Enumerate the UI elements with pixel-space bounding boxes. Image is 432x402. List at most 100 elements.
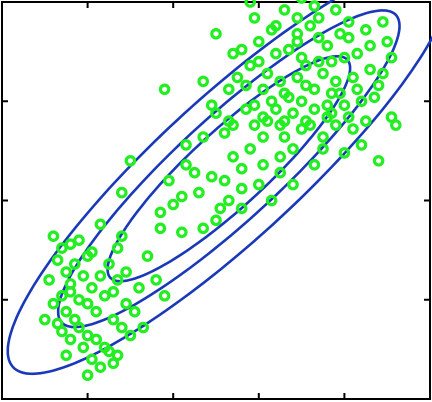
- data-point-125: [300, 115, 312, 127]
- data-point-75: [265, 194, 278, 207]
- data-point-161: [334, 27, 346, 40]
- data-point-3: [73, 234, 85, 246]
- data-point-71: [227, 151, 239, 163]
- data-point-14: [60, 305, 72, 318]
- data-point-36: [111, 274, 124, 286]
- data-point-126: [257, 83, 269, 96]
- data-point-33: [116, 321, 128, 334]
- data-point-39: [133, 281, 145, 294]
- data-point-112: [338, 147, 351, 159]
- data-point-151: [124, 155, 137, 167]
- data-point-13: [47, 297, 60, 310]
- data-point-66: [218, 174, 231, 187]
- data-point-138: [372, 79, 385, 92]
- data-point-147: [248, 119, 261, 131]
- data-point-176: [312, 55, 325, 68]
- data-point-58: [154, 206, 167, 219]
- data-point-157: [278, 131, 291, 143]
- data-point-144: [287, 178, 299, 191]
- data-point-70: [235, 202, 248, 215]
- data-point-149: [180, 139, 192, 151]
- data-point-20: [77, 341, 90, 354]
- data-point-83: [240, 79, 252, 92]
- data-point-174: [223, 83, 235, 96]
- data-point-142: [317, 143, 329, 155]
- data-point-155: [188, 166, 201, 179]
- data-point-110: [329, 119, 342, 131]
- data-point-7: [81, 250, 94, 262]
- data-point-129: [223, 115, 235, 127]
- data-point-108: [355, 95, 368, 108]
- data-point-120: [364, 63, 376, 76]
- data-point-117: [308, 83, 321, 96]
- data-point-1: [56, 242, 68, 254]
- data-point-23: [103, 345, 115, 358]
- data-point-72: [257, 159, 269, 171]
- data-point-53: [107, 285, 120, 298]
- data-point-27: [60, 349, 72, 362]
- data-point-98: [304, 19, 316, 32]
- data-point-56: [116, 186, 128, 199]
- data-point-43: [128, 305, 141, 318]
- data-point-152: [176, 190, 188, 203]
- data-point-16: [73, 321, 85, 334]
- data-point-140: [389, 119, 402, 131]
- data-point-12: [77, 270, 90, 282]
- data-point-96: [252, 35, 265, 48]
- data-point-59: [176, 226, 188, 239]
- data-point-50: [38, 313, 51, 326]
- data-point-60: [180, 159, 192, 171]
- data-point-143: [308, 159, 321, 171]
- data-point-40: [116, 230, 128, 242]
- data-point-67: [223, 194, 235, 207]
- data-point-164: [248, 12, 261, 24]
- data-point-47: [137, 321, 149, 334]
- data-point-24: [81, 369, 94, 381]
- data-point-38: [120, 266, 132, 278]
- data-point-61: [193, 186, 205, 199]
- data-point-63: [210, 214, 222, 227]
- data-point-91: [295, 95, 308, 108]
- data-point-86: [244, 59, 256, 72]
- data-point-82: [248, 99, 261, 111]
- data-point-97: [291, 12, 304, 24]
- data-point-163: [235, 43, 248, 56]
- data-point-57: [154, 222, 167, 235]
- data-point-54: [81, 297, 94, 310]
- data-point-48: [111, 349, 124, 362]
- data-point-159: [351, 83, 363, 96]
- data-point-190: [300, 59, 312, 72]
- data-point-0: [47, 230, 60, 242]
- data-point-107: [347, 71, 359, 84]
- data-point-80: [210, 107, 222, 119]
- data-point-88: [261, 67, 274, 80]
- data-point-156: [235, 182, 248, 195]
- data-point-109: [342, 111, 355, 123]
- data-point-21: [90, 333, 102, 346]
- data-point-85: [231, 71, 244, 84]
- data-point-37: [103, 258, 115, 270]
- data-point-74: [252, 178, 265, 191]
- data-point-42: [111, 242, 124, 254]
- data-point-179: [321, 39, 334, 52]
- contour-ellipse-0: [106, 55, 352, 283]
- data-point-45: [150, 274, 162, 286]
- data-point-177: [274, 75, 286, 88]
- data-point-181: [325, 107, 338, 119]
- data-points: [38, 0, 402, 381]
- data-point-31: [98, 289, 111, 302]
- data-point-173: [197, 75, 209, 88]
- data-point-34: [124, 329, 137, 342]
- data-point-148: [197, 131, 209, 143]
- data-point-106: [338, 51, 351, 64]
- data-point-133: [329, 4, 342, 16]
- data-point-172: [210, 27, 222, 40]
- data-point-137: [385, 51, 398, 64]
- data-point-73: [274, 151, 286, 163]
- data-point-187: [291, 27, 304, 40]
- data-point-153: [167, 198, 179, 211]
- data-point-32: [107, 313, 120, 326]
- data-point-175: [252, 55, 265, 68]
- data-point-11: [86, 281, 98, 294]
